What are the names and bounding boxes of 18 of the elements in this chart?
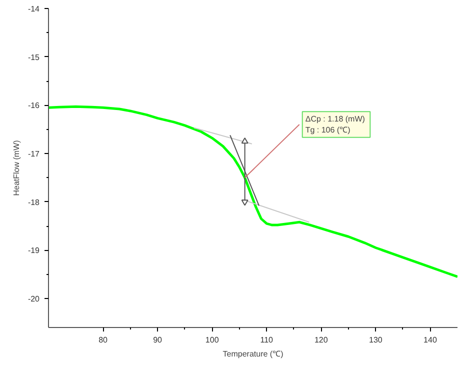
x-axis-title: Temperature (℃) xyxy=(222,350,284,358)
x-tick-label: 90 xyxy=(153,336,163,344)
y-tick-label: -18 xyxy=(28,198,40,207)
x-tick-label: 110 xyxy=(260,336,274,344)
line-series xyxy=(48,105,458,278)
y-tick-label: -15 xyxy=(28,52,40,62)
annotation: ΔCp : 1.18 (mW) Tg : 106 (℃) xyxy=(305,114,366,134)
y-tick-label: -19 xyxy=(28,246,40,256)
y-tick-label: -20 xyxy=(28,294,40,304)
x-tick-label: 130 xyxy=(369,336,383,344)
y-tick-label: -16 xyxy=(28,101,40,110)
x-tick-label: 80 xyxy=(98,336,108,344)
x-tick-label: 140 xyxy=(424,336,438,344)
y-tick-label: -17 xyxy=(28,150,40,158)
y-axis-title: HeatFlow (mW) xyxy=(12,140,21,196)
x-tick-label: 100 xyxy=(205,336,220,344)
y-tick-label: -14 xyxy=(28,4,40,14)
x-tick-label: 120 xyxy=(314,336,328,344)
